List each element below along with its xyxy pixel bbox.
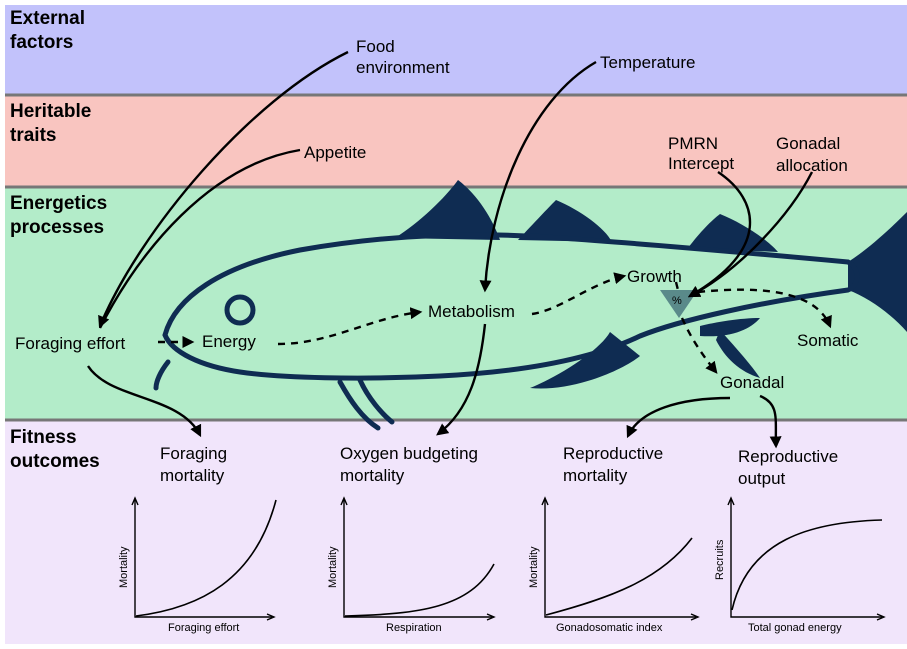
label-reproductive-output-2: output [738, 469, 786, 488]
label-reproductive-output-1: Reproductive [738, 447, 838, 466]
fish-mouth [153, 359, 171, 391]
fish-dorsal-fin-1 [395, 180, 500, 240]
label-foraging-mortality-1: Foraging [160, 444, 227, 463]
label-reproductive-mortality-2: mortality [563, 466, 628, 485]
fish-dorsal-fin-3 [688, 214, 778, 252]
label-foraging-effort: Foraging effort [15, 334, 126, 353]
band-title-energetics-1: Energetics [10, 193, 107, 214]
fish-dorsal-fin-2 [518, 200, 612, 242]
arrow-split-to-somatic [697, 288, 832, 329]
mini-chart-4-ylabel: Recruits [714, 539, 726, 580]
fish-body-outline [162, 232, 860, 381]
label-food-environment-2: environment [356, 58, 450, 77]
band-external [5, 5, 907, 95]
mini-chart-1-xlabel: Foraging effort [168, 622, 239, 634]
mini-chart-1: Mortality Foraging effort [118, 496, 277, 634]
band-title-heritable-2: traits [10, 125, 56, 146]
arrow-split-to-gonadal [680, 317, 718, 374]
mini-chart-2-y-arrow [340, 496, 348, 506]
band-title-fitness-1: Fitness [10, 427, 77, 448]
arrow-foraging-to-mortality [86, 365, 202, 438]
mini-chart-3: Mortality Gonadosomatic index [528, 496, 700, 634]
arrow-gonadal-to-reproductive-output [759, 394, 782, 449]
mini-chart-2: Mortality Respiration [327, 496, 496, 634]
mini-chart-1-x-arrow [266, 613, 276, 621]
label-gonadal-allocation-1: Gonadal [776, 134, 840, 153]
label-pmrn-1: PMRN [668, 134, 718, 153]
fish-illustration [153, 180, 907, 431]
label-metabolism: Metabolism [428, 302, 515, 321]
mini-chart-3-xlabel: Gonadosomatic index [556, 622, 663, 634]
label-reproductive-mortality-1: Reproductive [563, 444, 663, 463]
label-appetite: Appetite [304, 143, 366, 162]
mini-chart-3-curve [545, 537, 693, 616]
band-title-energetics-2: processes [10, 217, 104, 238]
mini-chart-3-y-arrow [541, 496, 549, 506]
label-pmrn-2: Intercept [668, 154, 734, 173]
arrow-pmrn-to-split [687, 171, 752, 298]
band-fitness [5, 420, 907, 644]
band-title-external-2: factors [10, 32, 73, 53]
label-foraging-mortality-2: mortality [160, 466, 225, 485]
arrow-food-to-foraging [98, 50, 349, 329]
label-oxygen-mortality-1: Oxygen budgeting [340, 444, 478, 463]
label-somatic: Somatic [797, 331, 859, 350]
dashed-arrows [158, 272, 832, 374]
arrow-appetite-to-foraging [98, 148, 301, 329]
label-gonadal-allocation-2: allocation [776, 156, 848, 175]
mini-chart-4-axes [730, 500, 882, 618]
band-title-heritable-1: Heritable [10, 101, 91, 122]
mini-chart-4-y-arrow [727, 496, 735, 506]
band-heritable [5, 95, 907, 187]
label-split-percent: % [672, 295, 682, 307]
mini-chart-1-ylabel: Mortality [118, 546, 130, 588]
label-temperature: Temperature [600, 53, 695, 72]
fish-anal-fin-1 [700, 318, 760, 337]
mini-chart-2-axes [343, 500, 492, 618]
mini-chart-1-y-arrow [131, 496, 139, 506]
label-energy: Energy [202, 332, 256, 351]
mini-chart-3-x-arrow [690, 613, 700, 621]
arrow-gonadal-to-reproductive-mortality [626, 396, 731, 439]
label-food-environment-1: Food [356, 37, 395, 56]
mini-chart-3-axes [544, 500, 696, 618]
band-title-external-1: External [10, 8, 85, 29]
label-growth: Growth [627, 267, 682, 286]
mini-chart-2-curve [344, 563, 495, 617]
arrow-temperature-to-metabolism [479, 60, 597, 293]
fish-pelvic-fin [337, 377, 395, 431]
mini-chart-2-x-arrow [486, 613, 496, 621]
mini-chart-2-ylabel: Mortality [327, 546, 339, 588]
fish-eye [224, 294, 256, 326]
mini-chart-4-curve [731, 519, 883, 611]
mini-chart-4-x-arrow [876, 613, 886, 621]
label-gonadal: Gonadal [720, 373, 784, 392]
arrows [86, 50, 814, 449]
mini-chart-4-xlabel: Total gonad energy [748, 622, 842, 634]
mini-chart-4: Recruits Total gonad energy [714, 496, 886, 634]
arrow-growth-to-split [674, 281, 680, 291]
arrow-energy-to-metabolism [277, 307, 423, 346]
fish-anal-fin-2 [716, 330, 760, 378]
mini-chart-1-axes [134, 500, 272, 618]
label-oxygen-mortality-2: mortality [340, 466, 405, 485]
fish-pectoral-fin [530, 332, 640, 389]
fish-tail [848, 212, 907, 332]
arrow-gonadal-allocation-to-split [687, 171, 814, 298]
band-title-fitness-2: outcomes [10, 451, 100, 472]
arrow-metabolism-to-oxygen [436, 323, 487, 436]
mini-chart-2-xlabel: Respiration [386, 622, 442, 634]
mini-chart-3-ylabel: Mortality [528, 546, 540, 588]
mini-chart-1-curve [135, 499, 277, 617]
